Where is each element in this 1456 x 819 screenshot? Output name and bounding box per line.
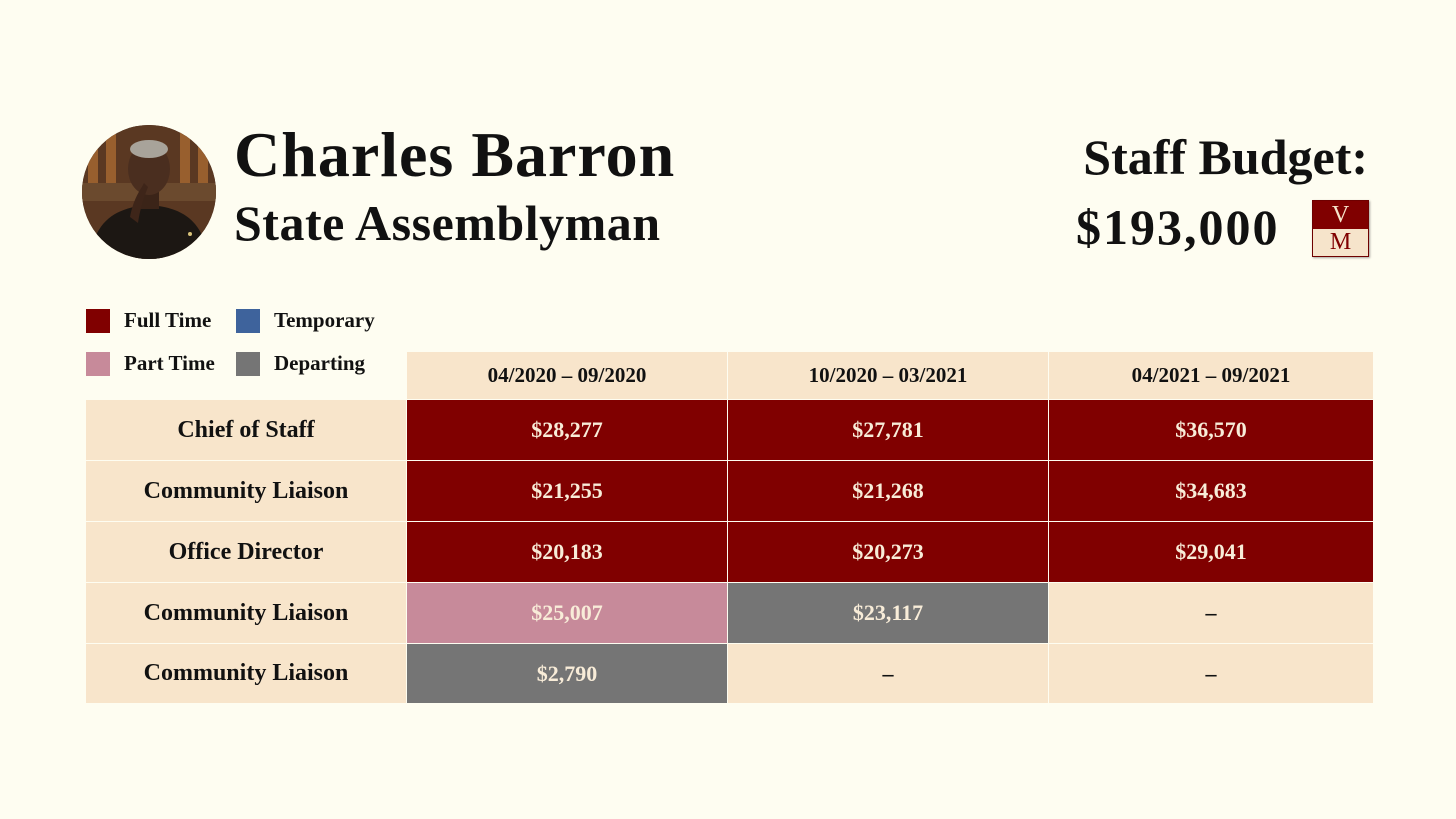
empty-cell: – [728, 644, 1049, 704]
vm-logo-top: V [1313, 201, 1368, 229]
vm-logo-bottom: M [1313, 228, 1368, 256]
person-title: State Assemblyman [234, 195, 661, 251]
legend-departing: Departing [236, 351, 365, 376]
salary-cell: $20,183 [407, 522, 728, 583]
salary-cell: $20,273 [728, 522, 1049, 583]
salary-cell: $34,683 [1049, 461, 1374, 522]
legend-temporary: Temporary [236, 308, 375, 333]
row-role: Community Liaison [86, 461, 407, 522]
legend-label: Departing [274, 351, 365, 375]
legend-part-time: Part Time [86, 351, 215, 376]
row-role: Office Director [86, 522, 407, 583]
row-role: Community Liaison [86, 583, 407, 644]
salary-cell: $21,255 [407, 461, 728, 522]
column-header: 04/2020 – 09/2020 [407, 352, 728, 400]
part-time-swatch [86, 351, 110, 376]
departing-swatch [236, 351, 260, 376]
salary-cell: $36,570 [1049, 400, 1374, 461]
legend-label: Temporary [274, 308, 375, 332]
avatar [82, 125, 216, 259]
budget-label: Staff Budget: [1083, 129, 1368, 185]
row-role: Community Liaison [86, 644, 407, 704]
column-header: 10/2020 – 03/2021 [728, 352, 1049, 400]
vm-logo: V M [1312, 200, 1369, 257]
row-role: Chief of Staff [86, 400, 407, 461]
salary-cell: $21,268 [728, 461, 1049, 522]
column-header: 04/2021 – 09/2021 [1049, 352, 1374, 400]
full-time-swatch [86, 308, 110, 333]
salary-cell: $2,790 [407, 644, 728, 704]
legend-label: Part Time [124, 351, 215, 375]
person-name: Charles Barron [234, 119, 676, 190]
legend-full-time: Full Time [86, 308, 211, 333]
salary-cell: $28,277 [407, 400, 728, 461]
salary-cell: $27,781 [728, 400, 1049, 461]
salary-cell: $23,117 [728, 583, 1049, 644]
empty-cell: – [1049, 583, 1374, 644]
salary-cell: $25,007 [407, 583, 728, 644]
legend-label: Full Time [124, 308, 212, 332]
table-corner [86, 352, 407, 400]
portrait-image [82, 125, 216, 259]
staff-salary-table: 04/2020 – 09/2020 10/2020 – 03/2021 04/2… [86, 352, 1374, 704]
empty-cell: – [1049, 644, 1374, 704]
budget-amount: $193,000 [1076, 199, 1280, 255]
salary-cell: $29,041 [1049, 522, 1374, 583]
temporary-swatch [236, 308, 260, 333]
